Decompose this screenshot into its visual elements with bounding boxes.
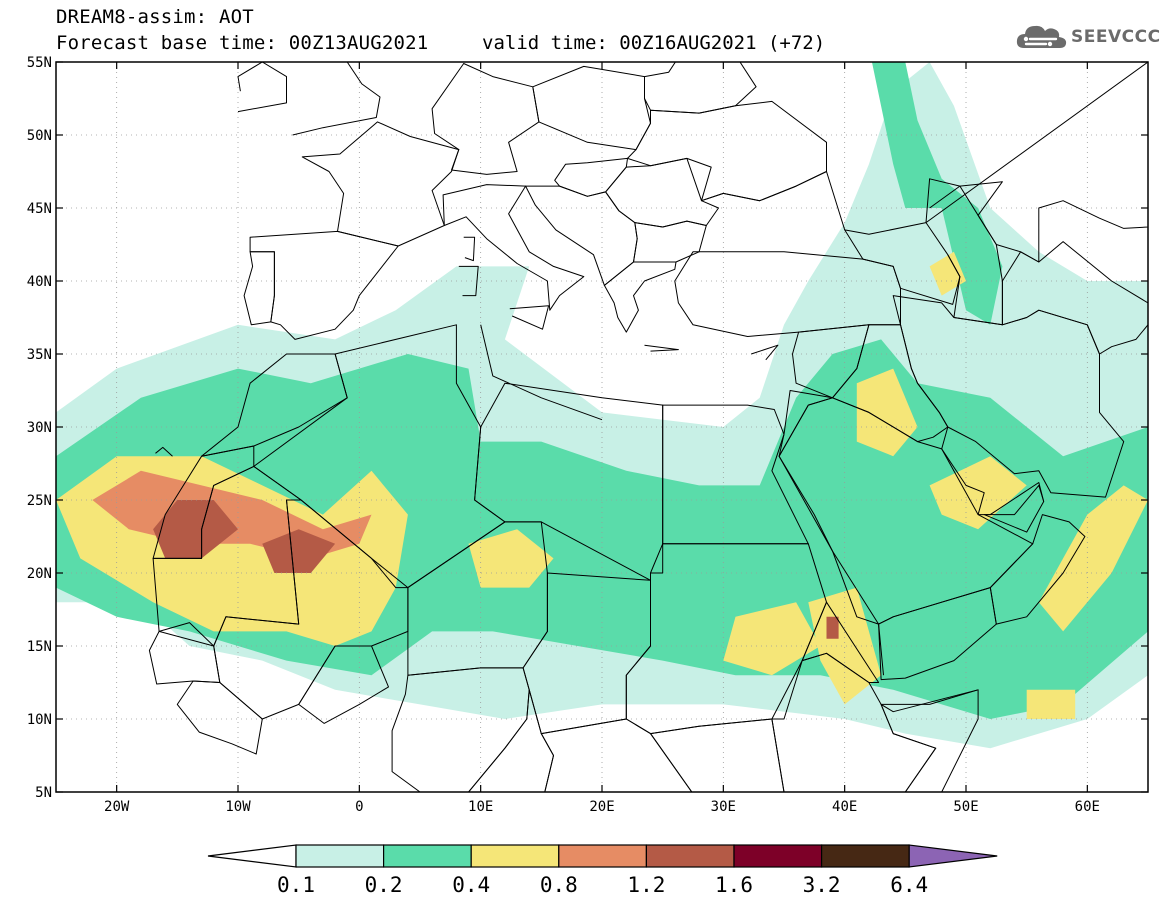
- lat-tick-label: 55N: [27, 55, 52, 71]
- lat-tick-label: 40N: [27, 274, 52, 290]
- lon-tick-label: 10W: [225, 799, 251, 815]
- border-caucasus: [844, 222, 961, 305]
- coast-blacksean: [701, 171, 846, 231]
- lon-tick-label: 30E: [711, 799, 736, 815]
- aot-region-4: [468, 529, 554, 588]
- coast-sardinia: [458, 265, 479, 297]
- coast-canaries: [155, 446, 173, 457]
- coast-gulfcoastw: [480, 324, 603, 421]
- colorbar-label: 0.4: [452, 873, 490, 897]
- border-nigeria: [391, 667, 530, 792]
- forecast-base-time: Forecast base time: 00Z13AUG2021: [56, 32, 429, 54]
- colorbar-label: 6.4: [890, 873, 928, 897]
- border-westernsahara: [152, 445, 255, 559]
- coast-sicily: [509, 305, 550, 330]
- map-title: DREAM8-assim: AOT: [56, 6, 254, 28]
- border-burkina: [298, 645, 389, 724]
- border-oman: [989, 514, 1086, 625]
- aot-region-7: [856, 368, 918, 457]
- coast-corsica: [463, 236, 476, 262]
- coast-crete: [644, 344, 679, 352]
- lon-tick-label: 20E: [589, 799, 614, 815]
- border-kazakh: [925, 62, 1148, 263]
- border-bulgaria: [633, 220, 707, 263]
- country-borders: [148, 62, 1148, 792]
- colorbar-label: 1.6: [715, 873, 753, 897]
- border-italy: [442, 184, 585, 311]
- coast-cyprus: [751, 344, 779, 361]
- lat-tick-label: 35N: [27, 347, 52, 363]
- colorbar-box-2: [383, 844, 472, 868]
- border-poland: [532, 65, 651, 151]
- colorbar: 0.1 0.2 0.4 0.8 1.2 1.6 3.2 6.4: [207, 844, 998, 897]
- aot-region-9: [1038, 485, 1148, 632]
- lat-tick-label: 45N: [27, 201, 52, 217]
- lon-tick-label: 50E: [953, 799, 978, 815]
- logo-text: SEEVCCC: [1071, 27, 1161, 47]
- colorbar-arrow-low: [207, 844, 297, 868]
- coast-africagulfaden: [881, 689, 979, 705]
- lat-tick-label: 20N: [27, 566, 52, 582]
- border-hungary: [554, 157, 628, 197]
- lon-tick-label: 10E: [468, 799, 493, 815]
- lat-tick-label: 25N: [27, 493, 52, 509]
- aot-region-10: [929, 251, 966, 296]
- aot-region-2: [871, 62, 1003, 325]
- lat-tick-label: 50N: [27, 128, 52, 144]
- coast-redseae: [778, 455, 884, 676]
- logo: SEEVCCC: [1016, 22, 1161, 52]
- border-eritrea: [801, 601, 880, 683]
- lon-tick-label: 20W: [104, 799, 130, 815]
- colorbar-box-5: [645, 844, 735, 868]
- aot-region-8: [929, 456, 1027, 530]
- colorbar-box-4: [558, 844, 647, 868]
- lon-tick-label: 40E: [832, 799, 857, 815]
- colorbar-arrow-high: [908, 844, 998, 868]
- colorbar-label: 0.1: [277, 873, 315, 897]
- aot-region-13: [153, 500, 238, 559]
- lat-tick-label: 10N: [27, 712, 52, 728]
- colorbar-label: 1.2: [627, 873, 665, 897]
- colorbar-box-1: [295, 844, 385, 868]
- colorbar-label: 3.2: [803, 873, 841, 897]
- border-turkey: [674, 251, 901, 337]
- map-axes: 55N 50N 45N 40N 35N 30N 25N 20N 15N 10N 5N 20W 10W 0 1…: [27, 55, 1148, 815]
- colorbar-box-3: [470, 844, 560, 868]
- border-belarus: [644, 62, 757, 114]
- colorbar-label: 0.8: [540, 873, 578, 897]
- border-france: [301, 121, 460, 247]
- border-senegal: [148, 622, 221, 685]
- lon-tick-label: 60E: [1075, 799, 1100, 815]
- coast-britain: [292, 62, 381, 136]
- border-germany: [431, 63, 540, 175]
- valid-time: valid time: 00Z16AUG2021 (+72): [482, 32, 826, 54]
- border-romania: [605, 157, 719, 228]
- aot-region-14: [262, 529, 336, 573]
- border-greece: [603, 261, 677, 333]
- border-car: [540, 718, 693, 792]
- border-guinea: [176, 680, 263, 755]
- lat-tick-label: 15N: [27, 639, 52, 655]
- cloud-icon: [1016, 25, 1067, 48]
- colorbar-label: 0.2: [365, 873, 403, 897]
- aot-region-5: [723, 602, 821, 676]
- colorbar-box-7: [820, 844, 910, 868]
- lat-tick-label: 30N: [27, 420, 52, 436]
- colorbar-box-6: [733, 844, 823, 868]
- coast-gulf: [941, 426, 1045, 516]
- lat-tick-label: 5N: [35, 785, 52, 801]
- border-southsudan: [650, 718, 785, 792]
- coast-caspian: [929, 181, 1003, 326]
- aot-region-15: [826, 616, 839, 639]
- border-jordan: [778, 390, 833, 457]
- border-balkans: [525, 185, 638, 286]
- aot-region-11: [1026, 689, 1076, 719]
- coast-ireland: [237, 62, 287, 113]
- border-portugal: [243, 251, 275, 326]
- lon-tick-label: 0: [355, 799, 363, 815]
